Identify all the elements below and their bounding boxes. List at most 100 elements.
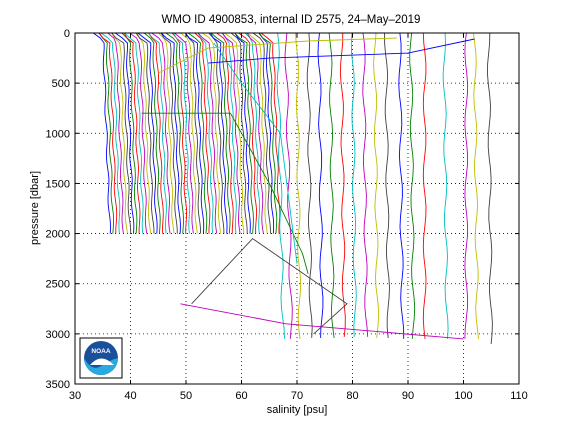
dense-profile-line [201, 32, 222, 234]
deep-profile-line [295, 32, 302, 339]
x-tick-label: 30 [69, 390, 81, 402]
dense-profile-line [157, 32, 175, 234]
deep-profile-line [473, 32, 479, 339]
noaa-logo: NOAA [79, 337, 123, 379]
x-tick-label: 50 [180, 390, 192, 402]
dense-profile-line [260, 32, 281, 234]
dense-profile-line [135, 32, 152, 234]
deep-profile-line [487, 32, 493, 344]
grid-layer [75, 33, 519, 384]
dense-profile-line [124, 32, 144, 234]
dense-profile-line [174, 32, 194, 234]
dense-profile-line [224, 32, 245, 234]
dense-profile-line [123, 32, 141, 234]
dense-profile-line [185, 32, 205, 234]
y-tick-label: 0 [64, 28, 70, 40]
dense-profile-line [209, 32, 228, 234]
dense-profile-line [172, 32, 191, 234]
dense-profile-line [160, 32, 181, 234]
y-tick-label: 2500 [46, 279, 70, 291]
deep-profile-line [442, 32, 449, 339]
noaa-logo-gull [90, 358, 114, 365]
x-axis-label: salinity [psu] [267, 404, 328, 416]
deep-profile-line [422, 32, 427, 339]
outlier-segment-line [141, 112, 309, 274]
dense-profile-line [197, 32, 218, 234]
deep-profile-line [328, 32, 335, 338]
deep-profile-line [464, 32, 469, 339]
dense-profile-line [222, 32, 241, 234]
ticks-layer [74, 32, 520, 385]
deep-profile-line [339, 33, 346, 337]
x-tick-label: 40 [124, 390, 136, 402]
dense-profile-line [210, 32, 231, 234]
x-tick-labels: 30 40 50 60 70 80 90 100 110 [69, 390, 528, 402]
dense-profile-line [221, 32, 237, 234]
dense-profile-line [129, 32, 148, 234]
dense-profile-line [151, 32, 171, 234]
deep-profile-line [317, 32, 324, 338]
dense-profile-line [252, 32, 271, 234]
dense-profile-line [100, 32, 121, 234]
dense-profile-line [148, 32, 164, 234]
dense-profile-line [194, 32, 211, 234]
x-tick-label: 90 [402, 390, 414, 402]
outlier-segment-line [158, 37, 397, 74]
dense-profile-line [230, 32, 248, 234]
deep-profile-line [398, 32, 405, 339]
outlier-segment-line [180, 303, 464, 340]
dense-profile-line [184, 32, 202, 234]
dense-profile-line [187, 32, 208, 234]
x-tick-label: 60 [235, 390, 247, 402]
deep-profile-line [409, 32, 416, 339]
x-tick-label: 100 [454, 390, 472, 402]
dense-profile-line [93, 32, 111, 234]
dense-profile-line [244, 32, 261, 234]
deep-profile-line [362, 32, 369, 337]
y-tick-labels: 0 500 1000 1500 2000 2500 3000 3500 [46, 28, 70, 391]
chart-title: WMO ID 4900853, internal ID 2575, 24–May… [162, 14, 421, 26]
y-tick-label: 3500 [46, 379, 70, 391]
dense-profile-line [98, 32, 115, 234]
dense-profile-line [234, 32, 251, 234]
dense-profile-line [111, 32, 132, 234]
deep-profile-line [306, 32, 313, 338]
deep-profile-line [350, 32, 357, 337]
x-tick-label: 80 [346, 390, 358, 402]
y-tick-label: 500 [52, 78, 70, 90]
y-tick-label: 3000 [46, 329, 70, 341]
dense-profile-line [160, 32, 178, 234]
plot-area [93, 32, 493, 344]
outlier-segment-line [213, 42, 298, 264]
dense-profile-line [121, 32, 138, 234]
outlier-segment-line [191, 238, 348, 335]
dense-profile-line [246, 32, 264, 234]
y-tick-label: 1500 [46, 178, 70, 190]
deep-profile-line [284, 32, 293, 339]
deep-profile-line [276, 32, 285, 339]
outlier-segment-line [208, 38, 475, 64]
dense-profile-line [259, 32, 278, 234]
dense-profile-line [238, 32, 258, 234]
dense-profile-line [216, 32, 234, 234]
dense-profile-line [208, 32, 225, 234]
dense-profile-line [165, 32, 184, 234]
dense-profile-line [137, 32, 158, 234]
dense-profile-line [143, 32, 161, 234]
dense-profile-line [180, 32, 198, 234]
x-tick-label: 110 [510, 390, 528, 402]
dense-profile-line [115, 32, 135, 234]
y-tick-label: 1000 [46, 128, 70, 140]
dense-profile-line [234, 32, 254, 234]
dense-profile-line [258, 32, 275, 234]
dense-profile-line [107, 32, 124, 234]
dense-profile-line [111, 32, 128, 234]
x-tick-label: 70 [291, 390, 303, 402]
dense-profile-line [197, 32, 214, 234]
dense-profile-line [99, 32, 118, 234]
dense-profile-line [171, 32, 188, 234]
noaa-logo-text: NOAA [91, 348, 110, 355]
dense-profile-line [136, 32, 155, 234]
dense-profile-line [247, 32, 268, 234]
